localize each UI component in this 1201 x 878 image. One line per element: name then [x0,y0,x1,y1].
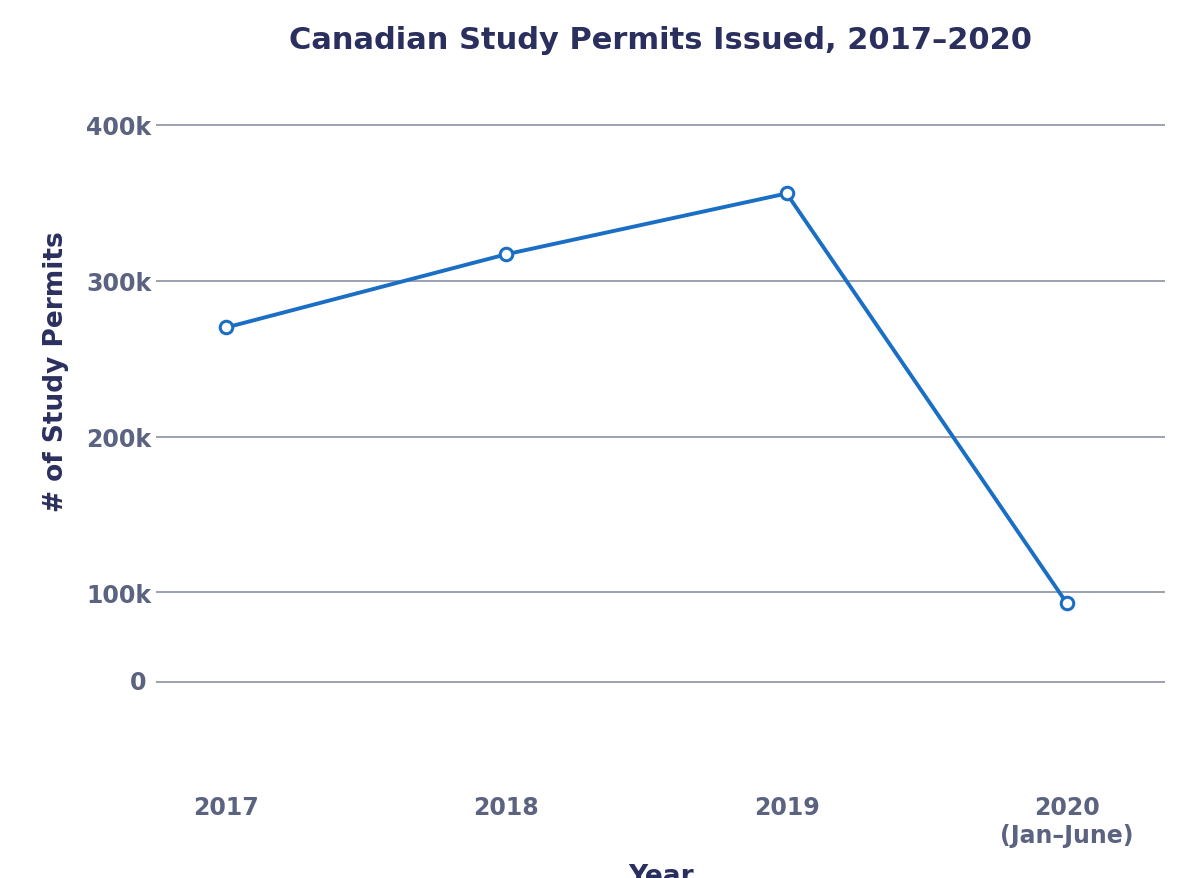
Y-axis label: # of Study Permits: # of Study Permits [43,231,70,511]
X-axis label: Year: Year [628,863,693,878]
Title: Canadian Study Permits Issued, 2017–2020: Canadian Study Permits Issued, 2017–2020 [289,25,1032,54]
Text: 0: 0 [130,670,147,694]
